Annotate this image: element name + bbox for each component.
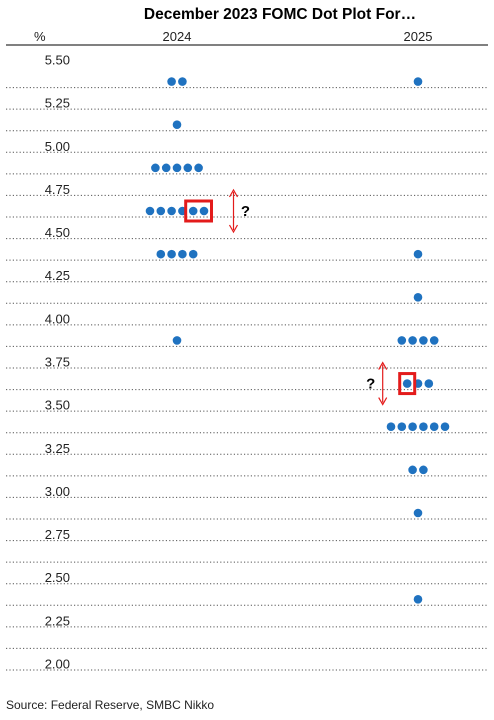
dot-2025 (429, 336, 439, 345)
y-tick-label: 4.50 (45, 225, 70, 240)
dot-2024 (156, 206, 166, 216)
dot-2024 (172, 120, 182, 130)
dot-2024 (172, 336, 182, 345)
dot-2024 (194, 163, 203, 173)
question-mark: ? (241, 203, 250, 220)
arrow-head-down (228, 224, 239, 234)
y-tick-label: 4.25 (45, 268, 70, 283)
question-mark: ? (366, 376, 375, 393)
dot-2025 (413, 77, 423, 86)
dot-2024 (145, 206, 155, 216)
y-tick-label: 5.00 (45, 139, 70, 154)
column-label-2024: 2024 (163, 29, 192, 44)
y-tick-label: 2.75 (45, 527, 70, 542)
dot-2024 (167, 206, 176, 216)
dot-2024 (161, 163, 171, 173)
dots (145, 77, 450, 604)
dot-2025 (402, 379, 412, 388)
y-tick-label: 2.50 (45, 570, 70, 585)
column-label-2025: 2025 (404, 29, 433, 44)
y-tick-label: 5.50 (45, 53, 70, 68)
dot-2025 (413, 292, 423, 302)
dot-2025 (424, 379, 434, 388)
dot-2025 (408, 422, 417, 432)
y-tick-label: 3.75 (45, 355, 70, 370)
highlight-box (398, 372, 417, 396)
arrow-head-up (378, 361, 388, 370)
grid-lines (6, 87, 488, 671)
y-tick-label: 3.50 (45, 398, 70, 413)
dot-2024 (183, 163, 193, 173)
y-tick-label: 3.00 (45, 484, 70, 499)
dot-2025 (397, 422, 407, 432)
dot-2025 (429, 422, 439, 432)
dot-2025 (440, 422, 450, 432)
dot-2024 (188, 249, 198, 259)
dot-2024 (156, 249, 166, 259)
dot-2024 (151, 163, 160, 173)
dot-2024 (178, 77, 187, 86)
chart-title: December 2023 FOMC Dot Plot For… (144, 6, 416, 23)
dot-2025 (408, 336, 417, 345)
arrow-head-down (378, 397, 388, 406)
highlight-box (184, 199, 213, 223)
y-tick-label: 4.00 (45, 311, 70, 326)
y-tick-label: 5.25 (45, 96, 70, 111)
source-note: Source: Federal Reserve, SMBC Nikko (6, 698, 215, 712)
dot-2025 (408, 465, 417, 475)
arrow-head-up (228, 188, 239, 198)
dot-2025 (413, 249, 423, 259)
y-axis-ticks: 5.50 5.25 5.00 4.75 4.50 4.25 4.00 3.75 3.50 3.25… (45, 53, 70, 672)
dot-2025 (386, 422, 396, 432)
dot-2024 (172, 163, 182, 173)
dot-2024 (178, 249, 187, 259)
dot-2024 (167, 77, 176, 86)
dot-2024 (199, 206, 209, 216)
dot-2025 (419, 465, 428, 475)
y-tick-label: 2.00 (45, 657, 70, 672)
dot-2025 (413, 594, 423, 604)
annotations: ?? (184, 188, 417, 406)
dot-plot-chart: December 2023 FOMC Dot Plot For… % 2024 … (6, 6, 488, 672)
dot-2024 (167, 249, 176, 259)
dot-2025 (413, 508, 423, 518)
dot-2025 (419, 336, 428, 345)
dot-2025 (419, 422, 428, 432)
y-unit-label: % (34, 29, 46, 44)
y-tick-label: 3.25 (45, 441, 70, 456)
y-tick-label: 2.25 (45, 613, 70, 628)
dot-2024 (188, 206, 198, 216)
dot-2025 (397, 336, 407, 345)
y-tick-label: 4.75 (45, 182, 70, 197)
